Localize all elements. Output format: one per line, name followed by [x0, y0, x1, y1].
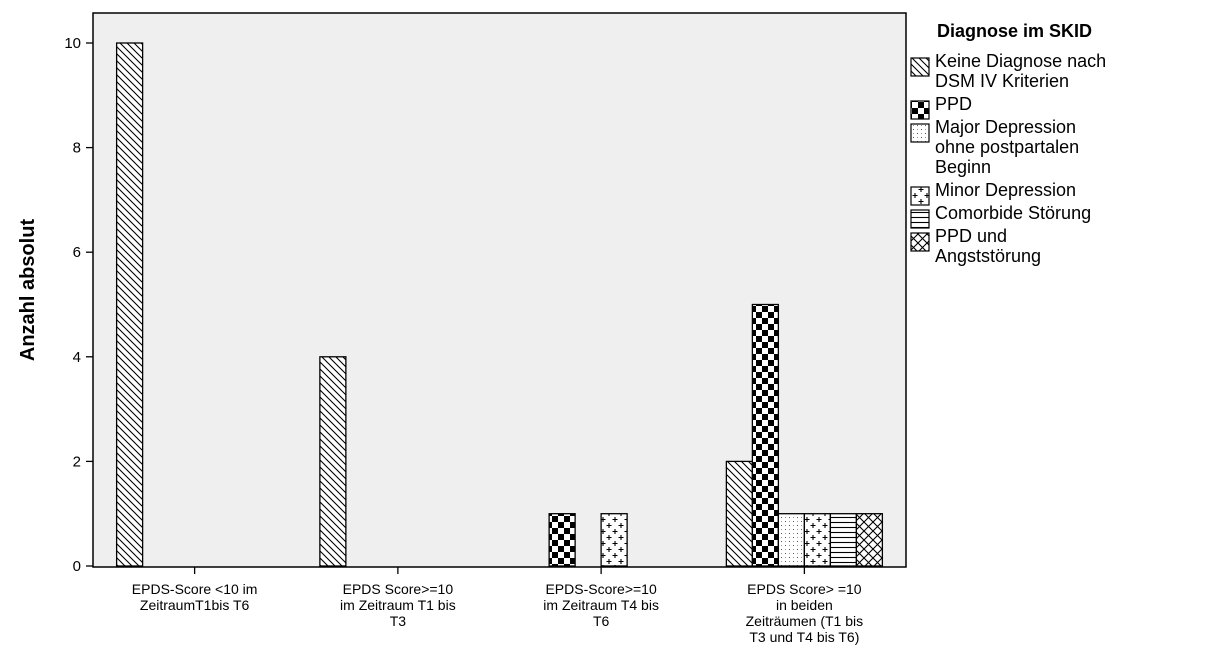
- bar: [548, 513, 576, 567]
- y-tick-label: 2: [73, 453, 81, 470]
- y-tick-label: 8: [73, 140, 81, 157]
- legend-label: Angststörung: [935, 246, 1041, 266]
- y-tick-label: 4: [73, 349, 81, 366]
- x-tick-label: EPDS Score>=10: [343, 581, 454, 597]
- legend-swatch: [910, 57, 930, 77]
- bars: [115, 42, 884, 567]
- x-tick-label: T6: [593, 613, 610, 629]
- legend-label: Comorbide Störung: [935, 203, 1091, 223]
- x-tick-label: ZeitraumT1bis T6: [140, 597, 250, 613]
- bar: [751, 303, 780, 567]
- legend-label: ohne postpartalen: [935, 137, 1079, 157]
- bar: [777, 513, 806, 567]
- bar: [115, 42, 144, 567]
- x-tick-label: EPDS-Score>=10: [545, 581, 656, 597]
- x-tick-label: EPDS Score> =10: [747, 581, 862, 597]
- legend-label: PPD und: [935, 226, 1007, 246]
- plot-area: [92, 12, 907, 568]
- x-tick-label: im Zeitraum T1 bis: [340, 597, 456, 613]
- x-tick-label: T3 und T4 bis T6): [749, 629, 859, 645]
- x-tick-label: im Zeitraum T4 bis: [543, 597, 659, 613]
- bar: [725, 460, 754, 567]
- x-tick-label: Zeiträumen (T1 bis: [746, 613, 863, 629]
- legend-label: DSM IV Kriterien: [935, 71, 1069, 91]
- bar: [600, 513, 628, 567]
- legend: Diagnose im SKID Keine Diagnose nachDSM …: [910, 21, 1106, 266]
- x-tick-label: T3: [390, 613, 407, 629]
- legend-swatch: [910, 100, 930, 120]
- legend-swatch: [910, 232, 930, 252]
- legend-label: Keine Diagnose nach: [935, 51, 1106, 71]
- bar: [829, 513, 858, 567]
- legend-label: Beginn: [935, 157, 991, 177]
- x-tick-label: in beiden: [776, 597, 833, 613]
- bar: [855, 513, 884, 567]
- legend-swatch: [910, 209, 930, 229]
- y-axis: 0 2 4 6 8 10: [64, 35, 93, 575]
- legend-swatch: [910, 123, 930, 143]
- bar: [319, 356, 347, 567]
- y-axis-label: Anzahl absolut: [17, 219, 39, 362]
- legend-label: PPD: [935, 94, 972, 114]
- legend-label: Major Depression: [935, 117, 1076, 137]
- y-tick-label: 6: [73, 244, 81, 261]
- legend-title: Diagnose im SKID: [937, 21, 1092, 41]
- legend-label: Minor Depression: [935, 180, 1076, 200]
- x-tick-label: EPDS-Score <10 im: [132, 581, 258, 597]
- bar: [803, 513, 832, 567]
- y-tick-label: 10: [64, 35, 81, 52]
- y-tick-label: 0: [73, 558, 81, 575]
- legend-swatch: [910, 186, 930, 206]
